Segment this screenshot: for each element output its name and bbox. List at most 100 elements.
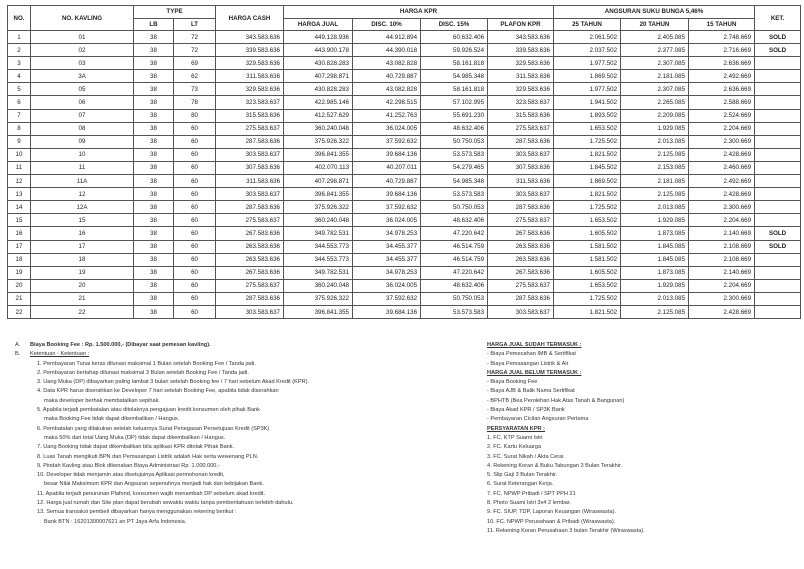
termasuk-title: HARGA JUAL SUDAH TERMASUK : <box>487 342 582 348</box>
cell-ket <box>754 147 802 162</box>
cell-ket <box>754 200 802 215</box>
cell-angsuran-20: 2.307.085 <box>620 56 690 71</box>
table-row: 2 02 38 72 339.583.636 443.900.178 44.390.018 5… <box>7 43 802 58</box>
cell-disc10: 44.912.894 <box>352 29 422 45</box>
persyaratan-title: PERSYARATAN KPR : <box>487 425 546 432</box>
table-row: 3 03 38 69 329.583.636 430.828.283 43.082.828 5… <box>7 56 802 71</box>
cell-angsuran-20: 2.013.085 <box>620 291 690 306</box>
cell-plafon: 275.583.637 <box>487 278 555 293</box>
cell-lb: 38 <box>133 252 174 267</box>
cell-harga-cash: 311.583.636 <box>215 69 285 84</box>
cell-angsuran-25: 2.061.502 <box>553 29 622 45</box>
cell-no: 19 <box>7 265 31 280</box>
table-row: 22 22 38 60 303.583.637 396.841.355 39.684.136… <box>7 304 802 320</box>
cell-lb: 38 <box>133 95 174 110</box>
cell-harga-jual: 407.298.871 <box>283 174 354 189</box>
cell-ket: SOLD <box>754 239 802 254</box>
table-row: 12 11A 38 60 311.583.636 407.298.871 40.729.88… <box>7 174 802 189</box>
cell-plafon: 303.583.637 <box>487 147 555 162</box>
cell-disc15: 57.102.995 <box>420 95 489 110</box>
cell-angsuran-15: 2.108.669 <box>688 252 756 267</box>
items-item: maka developer berhak membatalkan sepiha… <box>44 397 160 404</box>
cell-disc15: 50.750.053 <box>420 200 489 215</box>
cell-disc10: 39.684.136 <box>352 304 422 320</box>
header-lb: LB <box>133 17 174 31</box>
cell-lb: 38 <box>133 226 174 241</box>
cell-angsuran-20: 1.929.085 <box>620 213 690 228</box>
cell-angsuran-15: 2.204.669 <box>688 121 756 136</box>
cell-kavling: 07 <box>30 108 134 123</box>
cell-disc10: 43.082.828 <box>352 82 422 97</box>
cell-lb: 38 <box>133 82 174 97</box>
cell-no: 9 <box>7 134 31 149</box>
cell-harga-jual: 375.926.322 <box>283 291 354 306</box>
cell-ket <box>754 304 802 320</box>
cell-disc15: 54.985.348 <box>420 69 489 84</box>
cell-angsuran-25: 1.653.502 <box>553 278 622 293</box>
cell-no: 21 <box>7 291 31 306</box>
cell-harga-cash: 287.583.636 <box>215 200 285 215</box>
cell-angsuran-20: 2.181.085 <box>620 174 690 189</box>
items-item: Bank BTN : 16201300007621 an PT Jaya Arf… <box>44 518 187 525</box>
belum-termasuk-title: HARGA JUAL BELUM TERMASUK : <box>487 369 582 376</box>
cell-harga-cash: 267.583.636 <box>215 226 285 241</box>
cell-harga-cash: 267.583.636 <box>215 265 285 280</box>
header-lt: LT <box>172 17 217 31</box>
cell-no: 12 <box>7 174 31 189</box>
cell-angsuran-25: 1.581.502 <box>553 252 622 267</box>
cell-harga-cash: 343.583.636 <box>215 29 285 45</box>
cell-disc10: 39.684.136 <box>352 187 422 202</box>
cell-ket: SOLD <box>754 29 802 45</box>
cell-plafon: 323.583.637 <box>487 95 555 110</box>
cell-harga-cash: 275.583.637 <box>215 213 285 228</box>
cell-plafon: 311.583.636 <box>487 69 555 84</box>
cell-plafon: 303.583.637 <box>487 187 555 202</box>
cell-plafon: 287.583.636 <box>487 134 555 149</box>
cell-lt: 60 <box>172 213 217 228</box>
header-no: NO. <box>7 5 31 31</box>
cell-angsuran-15: 2.140.669 <box>688 265 756 280</box>
cell-disc10: 36.024.005 <box>352 121 422 136</box>
cell-disc15: 47.220.642 <box>420 226 489 241</box>
cell-plafon: 263.583.636 <box>487 239 555 254</box>
cell-lt: 60 <box>172 174 217 189</box>
cell-disc15: 60.632.406 <box>420 29 489 45</box>
cell-lt: 60 <box>172 134 217 149</box>
header-25-tahun: 25 TAHUN <box>553 17 622 31</box>
cell-angsuran-15: 2.108.669 <box>688 239 756 254</box>
cell-ket <box>754 82 802 97</box>
cell-harga-cash: 263.583.636 <box>215 239 285 254</box>
items-item: 3. Uang Muka (DP) dibayarkan paling lamb… <box>37 379 310 386</box>
cell-kavling: 06 <box>30 95 134 110</box>
cell-lt: 60 <box>172 121 217 136</box>
items-item: 7. Uang Booking tidak dapat dikembalikan… <box>37 444 235 451</box>
booking-fee-note: Biaya Booking Fee : Rp. 1.500.000,- (Dib… <box>30 342 211 348</box>
cell-lt: 60 <box>172 304 217 320</box>
cell-angsuran-25: 1.821.502 <box>553 304 622 320</box>
table-row: 18 18 38 60 263.583.636 344.553.773 34.455.377… <box>7 252 802 267</box>
cell-harga-cash: 307.583.636 <box>215 160 285 176</box>
cell-disc10: 40.207.011 <box>352 160 422 176</box>
cell-harga-cash: 275.583.637 <box>215 121 285 136</box>
cell-kavling: 09 <box>30 134 134 149</box>
cell-angsuran-20: 2.013.085 <box>620 134 690 149</box>
cell-no: 14 <box>7 200 31 215</box>
cell-lt: 60 <box>172 226 217 241</box>
cell-disc15: 50.750.053 <box>420 134 489 149</box>
cell-ket <box>754 160 802 176</box>
items-item: 2. Pembayaran bertahap dilunasi maksimal… <box>37 369 249 376</box>
table-row: 14 12A 38 60 287.583.636 375.926.322 37.592.63… <box>7 200 802 215</box>
cell-angsuran-25: 1.605.502 <box>553 226 622 241</box>
cell-disc10: 40.729.887 <box>352 174 422 189</box>
cell-angsuran-20: 2.013.085 <box>620 200 690 215</box>
cell-angsuran-25: 1.725.502 <box>553 200 622 215</box>
cell-angsuran-15: 2.428.669 <box>688 187 756 202</box>
table-row: 17 17 38 60 263.583.636 344.553.773 34.455.377… <box>7 239 802 254</box>
cell-ket <box>754 121 802 136</box>
table-row: 13 12 38 60 303.583.637 396.841.355 39.684.136… <box>7 187 802 202</box>
cell-angsuran-20: 2.181.085 <box>620 69 690 84</box>
cell-angsuran-20: 2.125.085 <box>620 147 690 162</box>
header-disc10: DISC. 10% <box>352 17 422 31</box>
cell-disc10: 34.455.377 <box>352 252 422 267</box>
syarat-item: 3. FC. Surat Nikah / Akta Cerai <box>487 453 564 460</box>
